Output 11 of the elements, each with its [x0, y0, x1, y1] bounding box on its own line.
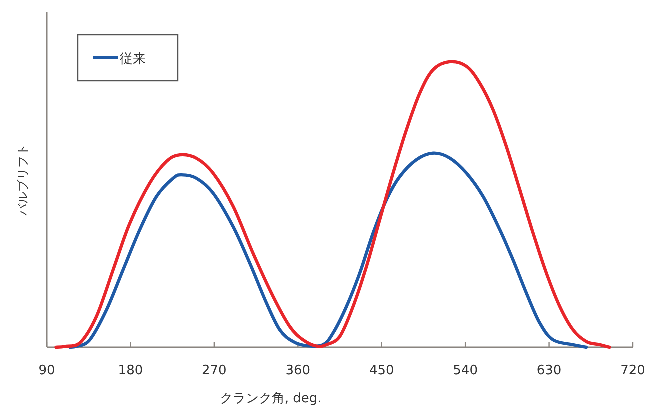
x-tick-label: 720 [620, 364, 646, 378]
y-axis-title: バルブリフト [16, 144, 30, 217]
x-tick-label: 540 [453, 364, 478, 378]
legend-label: 従来 [120, 52, 146, 67]
x-tick-label: 180 [118, 364, 144, 378]
x-tick-label: 90 [38, 364, 56, 378]
x-tick-label: 270 [202, 364, 227, 378]
x-tick-label: 450 [369, 364, 394, 378]
x-axis-title: クランク角, deg. [220, 392, 322, 406]
x-tick-label: 630 [536, 364, 562, 378]
x-tick-label: 360 [286, 364, 311, 378]
